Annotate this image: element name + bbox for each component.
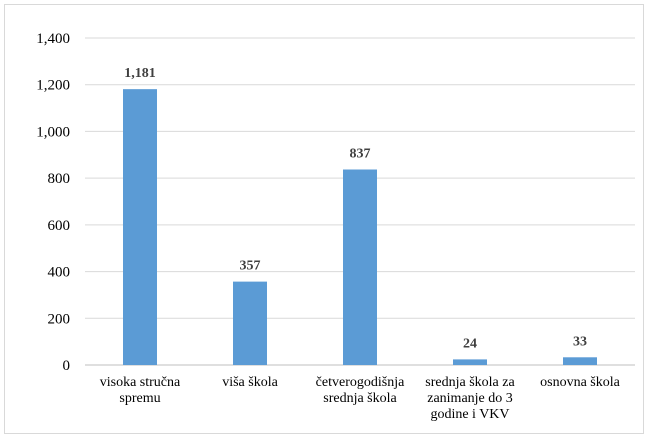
- y-tick-label: 1,000: [36, 124, 70, 140]
- data-label: 837: [350, 147, 371, 162]
- y-tick-label: 400: [48, 265, 71, 281]
- category-label: viša škola: [222, 375, 278, 390]
- data-label: 1,181: [124, 66, 156, 81]
- category-label-line: srednja škola: [323, 391, 397, 406]
- category-label: visoka stručna spremu: [100, 375, 181, 406]
- category-label: četverogodišnja srednja škola: [316, 375, 405, 406]
- data-label: 33: [573, 334, 587, 349]
- data-label: 357: [240, 259, 261, 274]
- data-label: 24: [463, 336, 477, 351]
- category-label-line: zanimanje do 3: [427, 391, 513, 406]
- bar: [123, 89, 157, 365]
- category-label-line: spremu: [119, 391, 160, 406]
- category-label: osnovna škola: [540, 375, 621, 390]
- category-label-line: godine i VKV: [430, 407, 509, 422]
- y-tick-label: 1,400: [36, 31, 70, 47]
- category-label: srednja škola za zanimanje do 3 godine i V…: [425, 375, 515, 422]
- bar: [563, 357, 597, 365]
- y-tick-label: 0: [63, 358, 71, 374]
- bar: [343, 169, 377, 365]
- category-label-line: četverogodišnja: [316, 375, 405, 390]
- bar: [233, 281, 267, 365]
- category-label-line: osnovna škola: [540, 375, 621, 390]
- y-tick-label: 600: [48, 218, 71, 234]
- chart-frame: [4, 4, 644, 434]
- y-tick-label: 1,200: [36, 78, 70, 94]
- bar: [453, 359, 487, 365]
- y-tick-label: 200: [48, 311, 71, 327]
- y-tick-label: 800: [48, 171, 71, 187]
- category-label-line: viša škola: [222, 375, 278, 390]
- category-label-line: visoka stručna: [100, 375, 181, 390]
- category-label-line: srednja škola za: [425, 375, 515, 390]
